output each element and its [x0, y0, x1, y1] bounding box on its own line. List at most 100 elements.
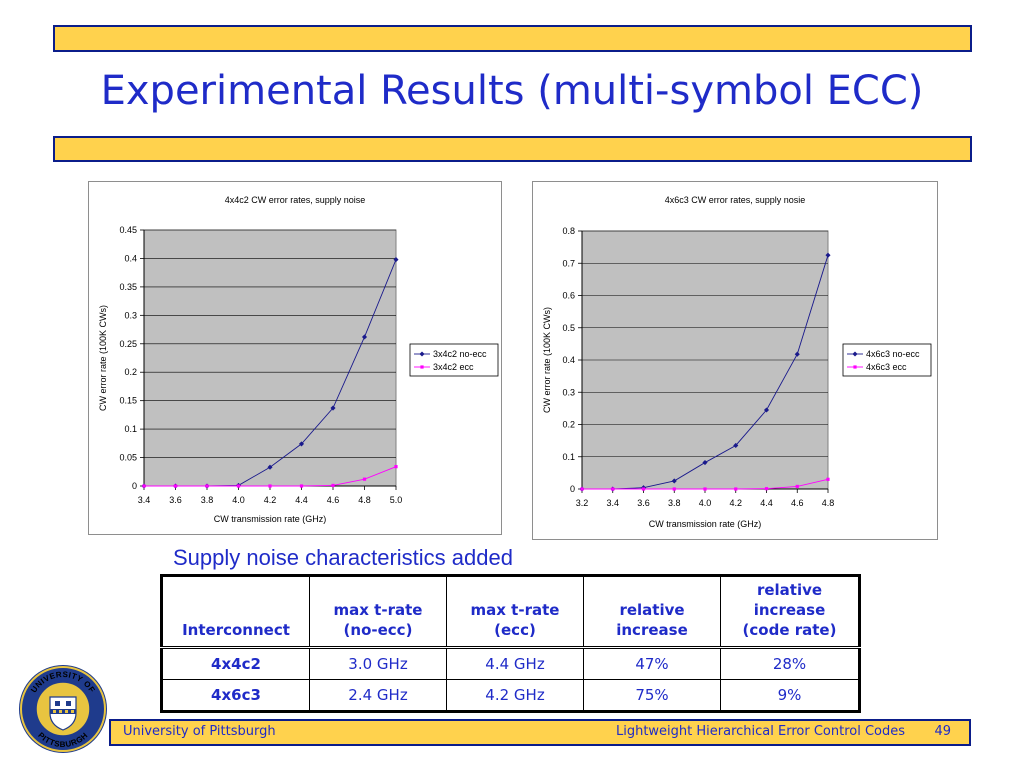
data-point: [611, 487, 615, 491]
table-header-line: relative: [756, 581, 823, 599]
table-header-line: increase: [753, 601, 826, 619]
table-cell: 4.4 GHz: [446, 647, 584, 680]
y-tick-label: 0.8: [562, 226, 575, 236]
data-point: [826, 477, 830, 481]
table-cell: 28%: [720, 647, 860, 680]
legend: 4x6c3 no-ecc 4x6c3 ecc: [842, 343, 932, 377]
legend-label: 3x4c2 ecc: [433, 362, 474, 372]
x-tick-label: 4.0: [232, 495, 245, 505]
x-tick-label: 4.2: [729, 498, 742, 508]
table-cell: 9%: [720, 679, 860, 712]
y-tick-label: 0.4: [562, 355, 575, 365]
y-tick-label: 0.05: [119, 453, 137, 463]
slide-title: Experimental Results (multi-symbol ECC): [100, 68, 924, 114]
data-point: [299, 484, 304, 488]
title-band-top: [53, 25, 972, 52]
y-tick-label: 0.6: [562, 291, 575, 301]
y-tick-label: 0.3: [562, 387, 575, 397]
title-band-bottom: [53, 136, 972, 162]
table-row-header: 4x4c2: [161, 647, 310, 680]
chart-4x4c2: 4x4c2 CW error rates, supply noise 0 0.05 0…: [88, 181, 502, 535]
legend-label: 4x6c3 no-ecc: [866, 349, 920, 359]
table-body: 4x4c2 3.0 GHz 4.4 GHz 47% 28% 4x6c3 2.4 GHz 4.2…: [161, 647, 860, 712]
footer-right-text: Lightweight Hierarchical Error Control C…: [615, 724, 905, 739]
y-tick-label: 0: [132, 481, 137, 491]
y-axis-label: CW error rate (100K CWs): [542, 307, 552, 413]
table-cell: 3.0 GHz: [309, 647, 447, 680]
legend-box: [409, 343, 499, 377]
chart-4x6c3: 4x6c3 CW error rates, supply nosie 0 0.1 0.…: [532, 181, 938, 540]
table-header-cell: max t-rate (no-ecc): [309, 575, 447, 648]
data-point: [173, 484, 178, 488]
x-tick-label: 3.6: [637, 498, 650, 508]
data-point: [764, 487, 769, 491]
y-tick-label: 0.7: [562, 258, 575, 268]
data-point: [362, 477, 367, 481]
x-tick-label: 4.0: [699, 498, 712, 508]
plot-area: [143, 229, 397, 487]
y-tick-label: 0.3: [124, 310, 137, 320]
data-point: [268, 484, 272, 488]
y-tick-label: 0.4: [124, 253, 137, 263]
x-tick-label: 3.4: [606, 498, 619, 508]
y-tick-label: 0.35: [119, 282, 137, 292]
x-tick-label: 4.4: [760, 498, 773, 508]
legend: 3x4c2 no-ecc 3x4c2 ecc: [409, 343, 499, 377]
legend-marker: [420, 365, 424, 369]
y-tick-label: 0.25: [119, 339, 137, 349]
legend-marker: [853, 365, 857, 369]
x-tick-label: 4.2: [264, 495, 277, 505]
university-seal-icon: UNIVERSITY OF PITTSBURGH: [19, 665, 107, 753]
y-tick-label: 0.2: [124, 367, 137, 377]
data-point: [205, 484, 209, 488]
table-header-cell: relative increase (code rate): [720, 575, 860, 648]
legend-label: 3x4c2 no-ecc: [433, 349, 487, 359]
x-tick-label: 3.8: [668, 498, 681, 508]
x-tick-label: 5.0: [390, 495, 403, 505]
table-row: 4x4c2 3.0 GHz 4.4 GHz 47% 28%: [161, 647, 860, 680]
x-tick-label: 4.6: [327, 495, 340, 505]
x-axis-label: CW transmission rate (GHz): [214, 514, 327, 524]
chart-title: 4x4c2 CW error rates, supply noise: [225, 195, 366, 205]
table-header-line: max t-rate: [333, 601, 423, 619]
table-cell: 2.4 GHz: [309, 679, 447, 712]
data-point: [331, 483, 335, 488]
table-row: 4x6c3 2.4 GHz 4.2 GHz 75% 9%: [161, 679, 860, 712]
x-tick-label: 4.8: [822, 498, 835, 508]
data-point: [763, 407, 770, 413]
table-cell: 75%: [583, 679, 721, 712]
chart-title: 4x6c3 CW error rates, supply nosie: [665, 195, 806, 205]
legend-box: [842, 343, 932, 377]
x-tick-label: 3.4: [138, 495, 151, 505]
x-tick-label: 3.2: [576, 498, 589, 508]
footer-left-text: University of Pittsburgh: [123, 724, 276, 739]
data-point: [580, 487, 584, 491]
y-tick-label: 0.15: [119, 396, 137, 406]
chart-4x4c2-svg: 4x4c2 CW error rates, supply noise 0 0.05 0…: [98, 195, 499, 524]
table-header-line: increase: [616, 621, 688, 639]
data-point: [236, 484, 241, 488]
y-tick-label: 0.45: [119, 225, 137, 235]
table-header-line: max t-rate: [470, 601, 560, 619]
table-header-line: (code rate): [742, 621, 837, 639]
data-point: [795, 484, 799, 489]
x-tick-label: 4.4: [295, 495, 308, 505]
table-row-header: 4x6c3: [161, 679, 310, 712]
y-tick-label: 0.2: [562, 420, 575, 430]
data-point: [703, 487, 707, 491]
data-point: [142, 484, 146, 488]
x-tick-label: 4.6: [791, 498, 804, 508]
x-tick-label: 3.8: [201, 495, 214, 505]
table-header-line: (no-ecc): [343, 621, 413, 639]
y-axis-label: CW error rate (100K CWs): [98, 305, 108, 411]
data-point: [394, 465, 398, 469]
legend-label: 4x6c3 ecc: [866, 362, 907, 372]
subheading: Supply noise characteristics added: [173, 545, 513, 570]
y-tick-label: 0.1: [124, 424, 137, 434]
table-header-row: Interconnect max t-rate (no-ecc) max t-rate…: [161, 575, 860, 648]
table-cell: 47%: [583, 647, 721, 680]
x-tick-label: 3.6: [169, 495, 182, 505]
table-header-line: Interconnect: [182, 621, 290, 639]
footer-bar: University of Pittsburgh Lightweight Hie…: [109, 719, 971, 746]
x-axis-label: CW transmission rate (GHz): [649, 519, 762, 529]
